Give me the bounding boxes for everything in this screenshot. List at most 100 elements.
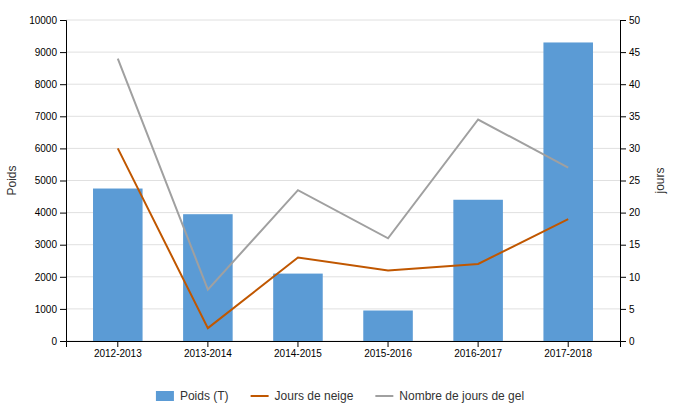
y2-tick-label: 50 (629, 15, 641, 26)
y2-tick-mark (620, 20, 626, 21)
line (118, 148, 568, 328)
y-tick-label: 4000 (35, 207, 58, 218)
legend-item: Poids (T) (156, 389, 229, 403)
y2-tick-mark (620, 148, 626, 149)
y2-tick-label: 15 (629, 239, 641, 250)
y-tick: 0 (51, 336, 66, 347)
y-tick-label: 10000 (29, 15, 57, 26)
x-tick: 2012-2013 (94, 341, 142, 359)
y-tick-mark (60, 245, 66, 246)
y2-axis-title: jours (653, 167, 667, 194)
legend-item: Nombre de jours de gel (375, 389, 524, 403)
x-axis: 2012-2013 2013-2014 2014-2015 2015-2016 2016… (67, 341, 621, 359)
y2-tick: 50 (620, 15, 641, 26)
y-tick-mark (60, 116, 66, 117)
y2-tick-mark (620, 181, 626, 182)
y2-tick: 5 (620, 304, 635, 315)
y-tick: 1000 (35, 304, 66, 315)
y-tick-label: 3000 (35, 239, 58, 250)
legend-item: Jours de neige (251, 389, 354, 403)
bar-series (93, 42, 593, 341)
grid-line (66, 116, 620, 117)
x-tick-label: 2014-2015 (274, 348, 322, 359)
grid-line (66, 84, 620, 85)
legend-swatch (375, 395, 393, 397)
y2-tick: 45 (620, 47, 641, 58)
x-tick-mark (117, 341, 118, 347)
y-tick-label: 9000 (35, 47, 58, 58)
bar (273, 274, 323, 341)
bar (363, 311, 413, 341)
grid-line (66, 308, 620, 309)
grid-line (66, 148, 620, 149)
y2-tick-mark (620, 245, 626, 246)
bar (543, 42, 593, 341)
x-tick-label: 2013-2014 (184, 348, 232, 359)
y2-tick: 0 (620, 336, 635, 347)
grid-line (66, 20, 620, 21)
x-tick-mark (568, 341, 569, 347)
y-tick-mark (60, 277, 66, 278)
x-tick-mark (297, 341, 298, 347)
x-tick-label: 2017-2018 (544, 348, 592, 359)
y2-tick-mark (620, 84, 626, 85)
y-tick-label: 8000 (35, 79, 58, 90)
y2-tick-label: 25 (629, 175, 641, 186)
legend-label: Poids (T) (180, 389, 229, 403)
y2-axis: 0 5 10 15 20 25 30 35 40 45 50 (620, 15, 641, 347)
x-tick-label: 2016-2017 (454, 348, 502, 359)
y-tick-mark (60, 181, 66, 182)
y2-tick-label: 20 (629, 207, 641, 218)
y-tick-mark (60, 309, 66, 310)
x-tick-label: 2015-2016 (364, 348, 412, 359)
x-tick-label: 2012-2013 (94, 348, 142, 359)
x-tick: 2013-2014 (184, 341, 232, 359)
x-tick: 2016-2017 (454, 341, 502, 359)
y-tick-label: 5000 (35, 175, 58, 186)
y2-tick-mark (620, 116, 626, 117)
y-axis-title: Poids (5, 165, 19, 195)
y2-tick-mark (620, 213, 626, 214)
y-tick-label: 0 (51, 336, 57, 347)
y-tick-label: 7000 (35, 111, 58, 122)
y2-tick-label: 45 (629, 47, 641, 58)
grid-line (66, 276, 620, 277)
y2-tick: 25 (620, 175, 641, 186)
legend-label: Nombre de jours de gel (399, 389, 524, 403)
y-tick-mark (60, 148, 66, 149)
y2-tick-label: 0 (629, 336, 635, 347)
y-tick: 9000 (35, 47, 66, 58)
y-tick-label: 1000 (35, 304, 58, 315)
x-tick: 2017-2018 (544, 341, 592, 359)
y-tick: 6000 (35, 143, 66, 154)
chart: 2012-2013 2013-2014 2014-2015 2015-2016 2016… (0, 0, 680, 413)
y2-tick: 35 (620, 111, 641, 122)
y2-tick-label: 30 (629, 143, 641, 154)
grid-line (66, 52, 620, 53)
y-tick: 8000 (35, 79, 66, 90)
y2-tick: 15 (620, 239, 641, 250)
y-axis: 0 1000 2000 3000 4000 5000 6000 7000 8000 9000 100… (29, 15, 66, 347)
y2-tick-label: 10 (629, 272, 641, 283)
y2-tick-mark (620, 309, 626, 310)
axis-line (621, 21, 627, 342)
y-tick-label: 2000 (35, 272, 58, 283)
y-tick-mark (60, 52, 66, 53)
y2-tick-mark (620, 52, 626, 53)
line (118, 59, 568, 290)
x-tick-mark (478, 341, 479, 347)
y2-tick-label: 5 (629, 304, 635, 315)
legend: Poids (T) Jours de neige Nombre de jours d… (156, 389, 524, 403)
y-tick: 7000 (35, 111, 66, 122)
x-tick-mark (388, 341, 389, 347)
y2-tick-label: 40 (629, 79, 641, 90)
y-tick: 2000 (35, 272, 66, 283)
axis-line (60, 21, 67, 342)
legend-label: Jours de neige (275, 389, 354, 403)
x-tick: 2014-2015 (274, 341, 322, 359)
y2-tick-mark (620, 277, 626, 278)
bar (453, 200, 503, 341)
y2-tick: 10 (620, 272, 641, 283)
y-tick: 3000 (35, 239, 66, 250)
y-tick: 4000 (35, 207, 66, 218)
